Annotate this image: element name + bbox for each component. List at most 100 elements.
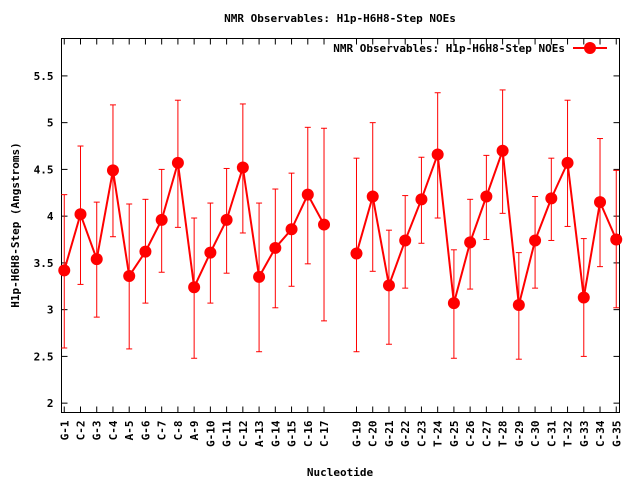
series-line-segment xyxy=(193,252,212,288)
x-tick-label: G-19 xyxy=(350,421,363,448)
y-tick-label: 2 xyxy=(47,397,54,410)
chart-title: NMR Observables: H1p-H6H8-Step NOEs xyxy=(224,12,456,25)
series-line-segment xyxy=(241,167,261,278)
x-tick-label: A-13 xyxy=(253,421,266,448)
series-line-segment xyxy=(209,219,228,254)
data-point xyxy=(561,156,574,169)
data-point xyxy=(382,279,395,292)
data-point xyxy=(74,208,87,221)
data-point xyxy=(431,148,444,161)
series-line-segment xyxy=(534,198,553,241)
x-tick-label: A-9 xyxy=(188,421,201,441)
x-tick-label: C-30 xyxy=(529,421,542,448)
data-point xyxy=(90,253,103,266)
data-point xyxy=(106,164,119,177)
series-line-segment xyxy=(420,154,439,200)
series-line-segment xyxy=(550,162,569,199)
x-tick-label: T-32 xyxy=(562,421,575,448)
series-line-segment xyxy=(95,170,114,260)
x-tick-label: G-21 xyxy=(383,420,396,447)
series-line-segment xyxy=(469,196,488,243)
data-point xyxy=(464,236,477,249)
x-tick-label: G-3 xyxy=(91,421,104,441)
series-line-segment xyxy=(160,162,179,221)
data-point xyxy=(204,246,217,259)
series-line-segment xyxy=(355,196,374,254)
x-tick-label: G-6 xyxy=(139,420,152,440)
data-point xyxy=(415,193,428,206)
x-tick-label: T-28 xyxy=(497,421,510,448)
x-tick-label: C-23 xyxy=(415,421,428,448)
y-tick-label: 4.5 xyxy=(34,163,54,176)
data-point xyxy=(480,190,493,203)
data-point xyxy=(545,192,558,205)
data-point xyxy=(610,233,623,246)
y-tick-label: 5 xyxy=(47,117,54,130)
data-point xyxy=(285,223,298,236)
x-tick-label: G-11 xyxy=(221,420,234,447)
x-axis: G-1 C-2 G-3 C-4 A-5 G-6 C-7 C-8 A-9 G-10 G-11 C-12 A… xyxy=(58,38,623,448)
x-tick-label: A-5 xyxy=(123,421,136,441)
plot-frame xyxy=(61,38,620,413)
data-point xyxy=(269,241,282,254)
series-line-segment xyxy=(485,150,504,197)
x-tick-label: G-1 xyxy=(58,420,71,440)
data-point xyxy=(58,264,71,277)
data-point xyxy=(301,188,314,201)
series-line-segment xyxy=(225,167,244,221)
x-tick-label: C-17 xyxy=(318,421,331,448)
y-axis-label: H1p-H6H8-Step (Angstroms) xyxy=(9,142,22,308)
series-line-segment xyxy=(501,150,520,306)
x-axis-label: Nucleotide xyxy=(307,466,374,479)
x-tick-label: G-29 xyxy=(513,421,526,448)
x-tick-label: C-26 xyxy=(464,420,477,447)
x-tick-label: C-34 xyxy=(594,420,607,447)
series-line-segment xyxy=(176,162,196,288)
data-point xyxy=(577,291,590,304)
x-tick-label: C-12 xyxy=(237,421,250,448)
data-point xyxy=(123,269,136,282)
x-tick-label: C-16 xyxy=(302,420,315,447)
x-tick-label: C-8 xyxy=(172,421,185,441)
x-tick-label: C-2 xyxy=(74,421,87,441)
x-tick-label: G-14 xyxy=(269,420,282,447)
data-point xyxy=(253,270,266,283)
x-tick-label: C-27 xyxy=(480,421,493,448)
data-point xyxy=(447,297,460,310)
x-tick-label: C-20 xyxy=(367,421,380,448)
x-tick-label: C-4 xyxy=(107,420,120,440)
data-point xyxy=(188,281,201,294)
x-tick-label: C-31 xyxy=(545,420,558,447)
series-line-segment xyxy=(371,196,390,286)
x-tick-label: G-15 xyxy=(286,421,299,448)
series-line-segment xyxy=(452,242,472,304)
x-tick-label: G-22 xyxy=(399,421,412,448)
data-point xyxy=(139,245,152,258)
data-point xyxy=(529,234,542,247)
data-point xyxy=(318,218,331,231)
x-tick-label: G-35 xyxy=(610,421,623,448)
data-point xyxy=(155,213,168,226)
data-point xyxy=(220,213,233,226)
data-point xyxy=(399,234,412,247)
data-point xyxy=(594,196,607,209)
series-line-segment xyxy=(582,201,602,298)
series-line-segment xyxy=(290,194,309,230)
data-point xyxy=(496,144,509,157)
x-tick-label: C-7 xyxy=(156,421,169,441)
legend-label: NMR Observables: H1p-H6H8-Step NOEs xyxy=(333,42,565,55)
series-line-segment xyxy=(599,201,618,240)
y-tick-label: 5.5 xyxy=(34,70,54,83)
data-point xyxy=(350,247,363,260)
series-line-segment xyxy=(404,198,423,241)
x-tick-label: G-10 xyxy=(204,421,217,448)
legend: NMR Observables: H1p-H6H8-Step NOEs xyxy=(333,42,607,55)
data-point xyxy=(512,298,525,311)
series-line-segment xyxy=(388,240,407,286)
series-line-segment xyxy=(111,170,131,277)
y-tick-label: 4 xyxy=(47,210,54,223)
series-line-segment xyxy=(436,154,455,304)
series-line-segment xyxy=(79,213,98,260)
series-line-segment xyxy=(63,214,82,271)
legend-marker xyxy=(584,42,596,54)
